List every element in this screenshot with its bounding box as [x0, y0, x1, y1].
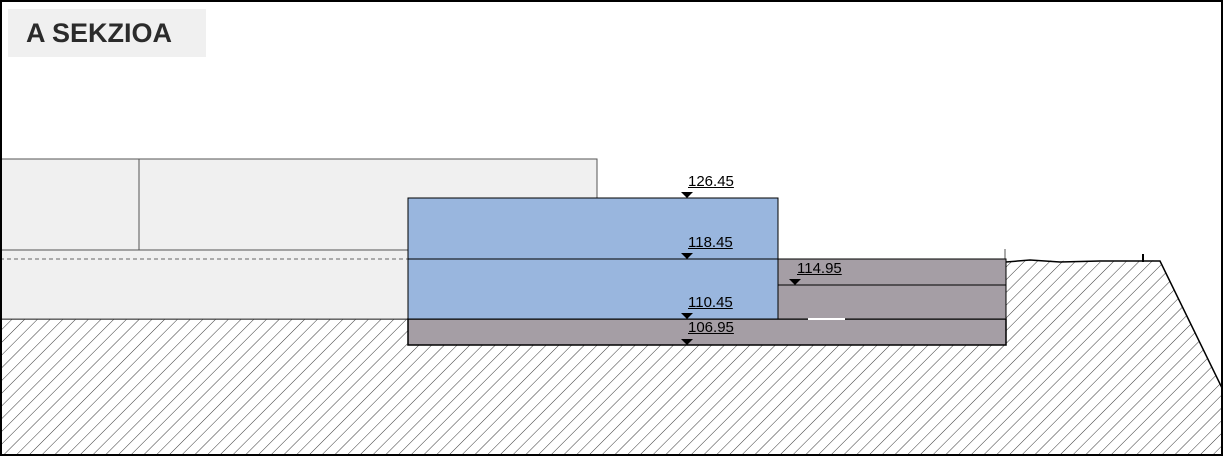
- level-marker-5: [681, 339, 693, 345]
- level-label-126-45: 126.45: [688, 173, 734, 190]
- level-markers: [681, 192, 801, 345]
- section-title: A SEKZIOA: [8, 9, 206, 57]
- level-label-118-45: 118.45: [688, 234, 733, 251]
- level-marker-4: [681, 313, 693, 319]
- level-marker-2: [681, 253, 693, 259]
- level-label-110-45: 110.45: [688, 294, 733, 311]
- level-label-106-95: 106.95: [688, 319, 734, 336]
- level-marker-1: [681, 192, 693, 198]
- level-marker-3: [789, 279, 801, 285]
- level-label-114-95: 114.95: [797, 260, 842, 277]
- water-block: [407, 197, 1006, 320]
